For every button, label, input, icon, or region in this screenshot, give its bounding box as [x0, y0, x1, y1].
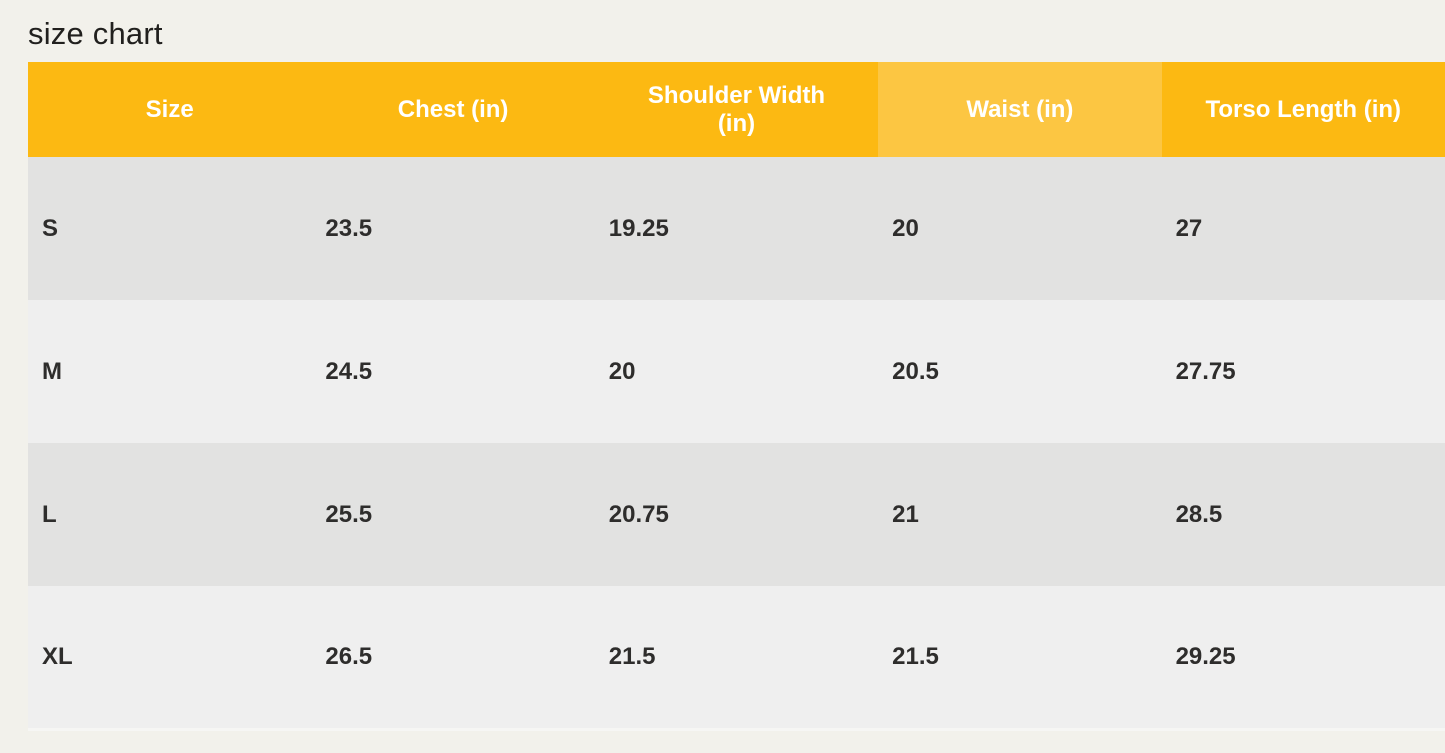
cell-chest: 25.5	[311, 443, 595, 586]
column-header-shoulder-width-label: Shoulder Width (in)	[647, 81, 826, 137]
page-title: size chart	[28, 16, 163, 51]
column-header-size-label: Size	[145, 95, 194, 123]
column-header-chest: Chest (in)	[311, 62, 595, 157]
cell-waist: 20	[878, 157, 1162, 300]
cell-waist: 20.5	[878, 300, 1162, 443]
table-row-m: M 24.5 20 20.5 27.75	[28, 300, 1445, 443]
cell-size: M	[28, 300, 312, 443]
cell-size: XL	[28, 586, 312, 729]
cell-torso-length: 27.75	[1161, 300, 1445, 443]
cell-size: S	[28, 157, 312, 300]
cell-torso-length: 29.25	[1161, 586, 1445, 729]
cell-chest: 24.5	[311, 300, 595, 443]
column-header-shoulder-width: Shoulder Width (in)	[594, 62, 879, 157]
column-header-size: Size	[28, 62, 312, 157]
cell-shoulder-width: 21.5	[594, 586, 879, 729]
table-row-l: L 25.5 20.75 21 28.5	[28, 443, 1445, 586]
cell-size: L	[28, 443, 312, 586]
column-header-torso-length: Torso Length (in)	[1161, 62, 1445, 157]
size-chart-table: Size Chest (in) Shoulder Width (in) Wais…	[28, 62, 1445, 731]
cell-chest: 23.5	[311, 157, 595, 300]
cell-torso-length: 28.5	[1161, 443, 1445, 586]
column-header-chest-label: Chest (in)	[397, 95, 509, 123]
column-header-waist: Waist (in)	[878, 62, 1162, 157]
cell-torso-length: 27	[1161, 157, 1445, 300]
column-header-torso-length-label: Torso Length (in)	[1205, 95, 1402, 123]
cell-shoulder-width: 19.25	[594, 157, 879, 300]
header-row: Size Chest (in) Shoulder Width (in) Wais…	[28, 62, 1445, 157]
cell-chest: 26.5	[311, 586, 595, 729]
cell-shoulder-width: 20.75	[594, 443, 879, 586]
table-row-s: S 23.5 19.25 20 27	[28, 157, 1445, 300]
column-header-waist-label: Waist (in)	[966, 95, 1074, 123]
cell-waist: 21	[878, 443, 1162, 586]
cell-shoulder-width: 20	[594, 300, 879, 443]
cell-waist: 21.5	[878, 586, 1162, 729]
table-row-xl: XL 26.5 21.5 21.5 29.25	[28, 586, 1445, 729]
